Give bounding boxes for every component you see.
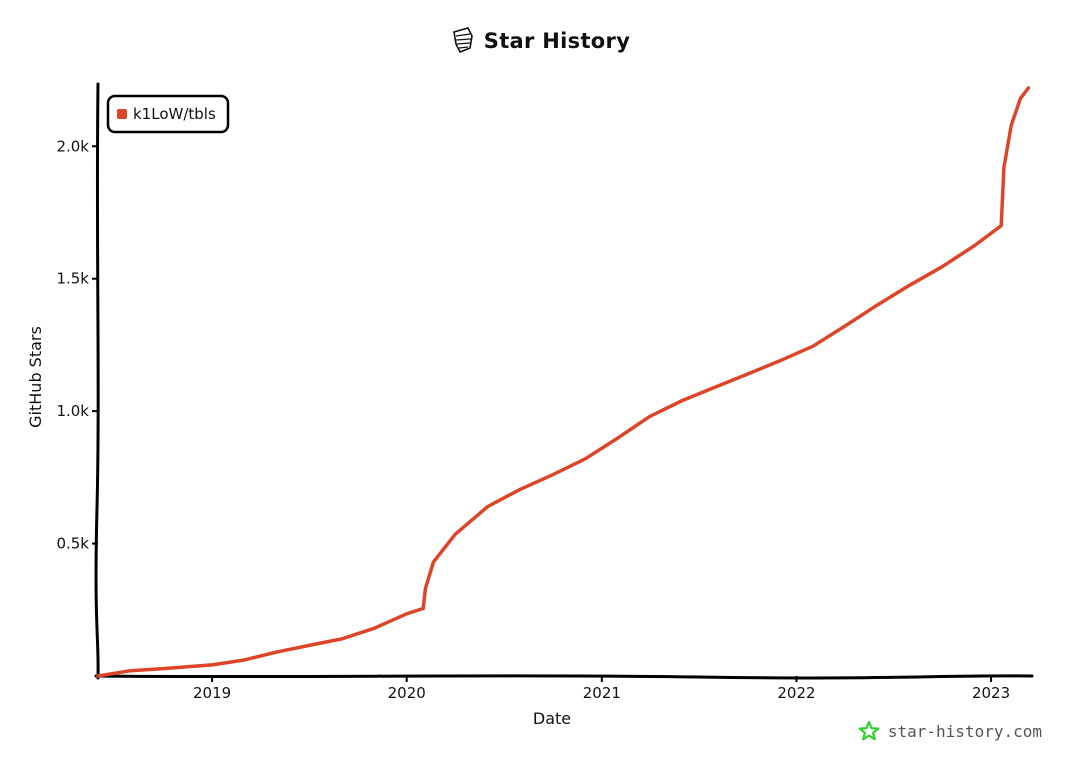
legend-label: k1LoW/tbls (133, 105, 216, 123)
chart-title: Star History (483, 29, 631, 53)
y-tick-label: 1.5k (56, 270, 89, 288)
watermark-text: star-history.com (887, 721, 1042, 741)
x-tick-label: 2021 (583, 684, 621, 702)
legend-swatch (117, 109, 127, 119)
x-axis-line (94, 674, 1034, 680)
x-tick-label: 2020 (388, 684, 426, 702)
series-line (96, 86, 1031, 678)
y-tick-label: 0.5k (56, 535, 89, 553)
x-tick-label: 2023 (972, 684, 1010, 702)
watermark[interactable]: star-history.com (858, 720, 1042, 742)
x-axis-label: Date (533, 709, 571, 728)
y-axis-label: GitHub Stars (26, 326, 45, 428)
y-tick-label: 2.0k (56, 137, 89, 155)
star-icon (858, 720, 880, 741)
star-history-logo-icon (452, 27, 473, 54)
chart-title-wrap: Star History (0, 26, 1080, 54)
x-tick-label: 2019 (193, 684, 231, 702)
legend-box (106, 94, 230, 134)
y-axis-line (94, 82, 100, 680)
y-tick-label: 1.0k (56, 402, 89, 420)
x-tick-label: 2022 (777, 684, 815, 702)
